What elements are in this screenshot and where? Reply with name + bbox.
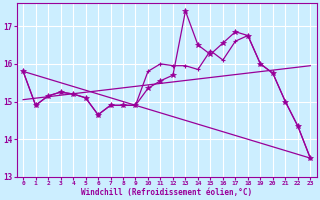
- X-axis label: Windchill (Refroidissement éolien,°C): Windchill (Refroidissement éolien,°C): [81, 188, 252, 197]
